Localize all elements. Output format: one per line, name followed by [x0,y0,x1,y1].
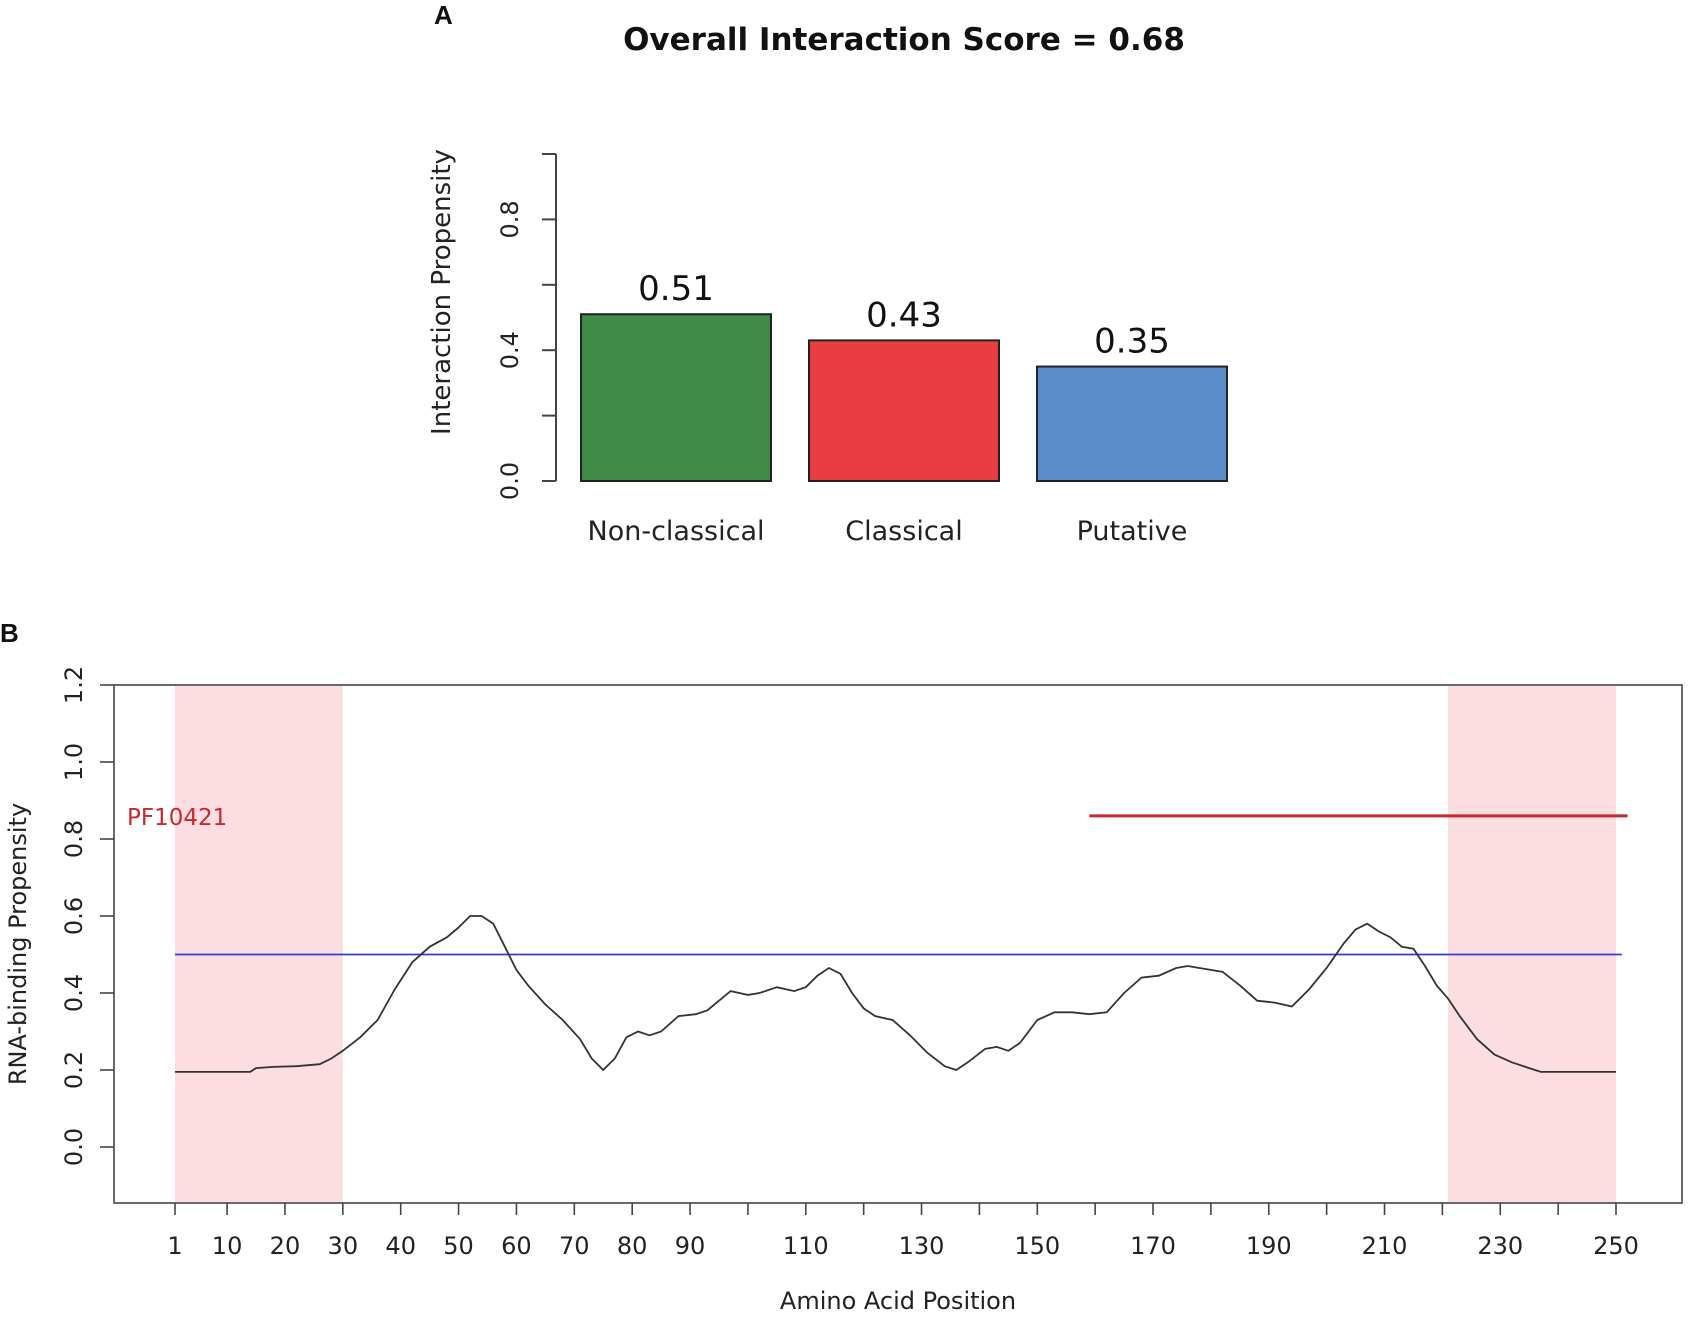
panel-b-x-tick-label: 250 [1593,1232,1639,1260]
panel-b-y-tick-label: 0.8 [60,820,88,858]
propensity-profile-line [175,915,1616,1073]
bar-category-label: Classical [845,516,962,547]
panel-b-x-tick-label: 210 [1362,1232,1408,1260]
panel-b-y-axis-label: RNA-binding Propensity [4,803,32,1085]
panel-b-x-tick-label: 40 [385,1232,416,1260]
panel-b-x-tick-label: 230 [1477,1232,1523,1260]
panel-a-y-tick-label: 0.4 [496,331,524,369]
panel-b-x-tick-label: 70 [559,1232,590,1260]
panel-b-shaded-regions [175,686,1616,1202]
panel-b-x-tick-label: 10 [212,1232,243,1260]
panel-a-letter: A [434,0,453,30]
panel-b-x-tick-label: 20 [270,1232,301,1260]
panel-a-y-tick-label: 0.0 [496,462,524,500]
bar-non-classical [580,313,772,483]
panel-a-title: Overall Interaction Score = 0.68 [623,22,1185,58]
bar-value-label: 0.35 [1094,322,1170,362]
bar-category-label: Non-classical [588,516,765,547]
panel-a-y-ticks: 0.0 0.4 0.8 [496,153,556,500]
panel-b-y-tick-label: 0.4 [60,974,88,1012]
panel-b-x-tick-label: 50 [443,1232,474,1260]
panel-b-x-tick-label: 150 [1014,1232,1060,1260]
bar-value-label: 0.51 [638,269,714,309]
panel-b-x-tick-label: 60 [501,1232,532,1260]
panel-b-y-tick-label: 0.0 [60,1128,88,1166]
panel-b-x-tick-label: 90 [675,1232,706,1260]
panel-b-y-tick-label: 1.0 [60,743,88,781]
bar-category-label: Putative [1077,516,1188,547]
panel-b-x-tick-label: 1 [167,1232,182,1260]
panel-b-x-tick-label: 130 [899,1232,945,1260]
panel-b-letter: B [0,618,19,648]
panel-a-bars: 0.51 Non-classical 0.43 Classical 0.35 Putati… [580,269,1228,547]
panel-b-x-tick-label: 190 [1246,1232,1292,1260]
domain-label: PF10421 [127,805,227,831]
panel-b-y-tick-label: 0.6 [60,897,88,935]
panel-a-y-tick-label: 0.8 [496,200,524,238]
panel-b-y-tick-label: 0.2 [60,1051,88,1089]
panel-b-x-axis-label: Amino Acid Position [780,1287,1016,1315]
panel-b: B 0.00.20.40.60.81.01.2 1 10 20 30 40 50 60 70 8… [0,618,1683,1315]
panel-a-y-axis-label: Interaction Propensity [427,149,457,435]
panel-b-x-tick-label: 110 [783,1232,829,1260]
panel-b-y-tick-label: 1.2 [60,666,88,704]
bar-putative [1036,365,1228,482]
shaded-region [175,686,343,1202]
panel-a: A Overall Interaction Score = 0.68 Inter… [427,0,1228,547]
bar-classical [808,339,1000,483]
panel-b-x-tick-label: 80 [617,1232,648,1260]
panel-b-plot-frame [113,684,1683,1204]
bar-value-label: 0.43 [866,295,942,335]
shaded-region [1448,686,1616,1202]
panel-b-y-ticks: 0.0 0.2 0.4 0.6 0.8 1.0 1.2 [60,666,114,1166]
panel-b-x-ticks: 1 10 20 30 40 50 60 70 80 90 110 130 150 170 190 210 230… [167,1203,1639,1260]
panel-b-x-tick-label: 30 [328,1232,359,1260]
panel-b-x-tick-label: 170 [1130,1232,1176,1260]
